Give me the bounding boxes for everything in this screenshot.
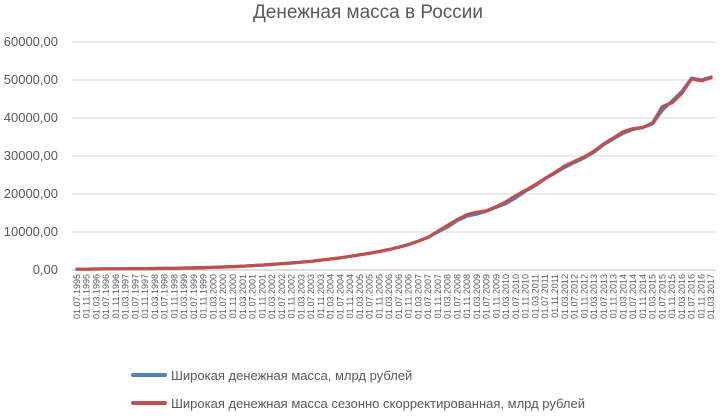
x-tick-label: 01.03.2005 bbox=[355, 274, 365, 319]
x-tick-label: 01.07.2010 bbox=[511, 274, 521, 319]
x-tick-label: 01.11.2011 bbox=[550, 274, 560, 318]
x-tick-label: 01.11.1998 bbox=[169, 274, 179, 318]
x-tick-label: 01.03.2006 bbox=[384, 274, 394, 319]
x-tick-label: 01.07.2004 bbox=[335, 274, 345, 319]
x-tick-label: 01.07.2000 bbox=[218, 274, 228, 319]
x-tick-label: 01.07.1999 bbox=[189, 274, 199, 319]
y-tick-label: 10000,00 bbox=[4, 224, 58, 239]
x-tick-label: 01.07.2002 bbox=[277, 274, 287, 319]
x-tick-label: 01.11.2014 bbox=[638, 274, 648, 318]
y-tick-label: 0,00 bbox=[33, 262, 58, 277]
x-tick-label: 01.11.2016 bbox=[696, 274, 706, 318]
x-tick-label: 01.03.2003 bbox=[296, 274, 306, 319]
series-lines bbox=[75, 75, 713, 271]
x-tick-label: 01.11.2009 bbox=[491, 274, 501, 318]
x-tick-label: 01.11.2001 bbox=[257, 274, 267, 318]
x-tick-label: 01.03.2014 bbox=[618, 274, 628, 319]
x-tick-label: 01.03.2015 bbox=[648, 274, 658, 319]
x-tick-label: 01.07.2003 bbox=[306, 274, 316, 319]
x-tick-label: 01.03.1998 bbox=[150, 274, 160, 319]
y-tick-label: 60000,00 bbox=[4, 34, 58, 49]
x-tick-label: 01.03.2002 bbox=[267, 274, 277, 319]
x-tick-label: 01.03.2013 bbox=[589, 274, 599, 319]
x-tick-label: 01.11.1997 bbox=[140, 274, 150, 318]
x-tick-label: 01.03.2011 bbox=[530, 274, 540, 318]
x-tick-label: 01.07.2012 bbox=[570, 274, 580, 319]
x-tick-label: 01.11.2006 bbox=[404, 274, 414, 318]
x-tick-label: 01.07.1997 bbox=[130, 274, 140, 319]
series-line-1 bbox=[75, 75, 713, 271]
x-tick-label: 01.03.2008 bbox=[443, 274, 453, 319]
x-tick-label: 01.07.1998 bbox=[160, 274, 170, 319]
x-tick-label: 01.03.2000 bbox=[208, 274, 218, 319]
x-tick-label: 01.03.2017 bbox=[706, 274, 716, 319]
legend: Широкая денежная масса, млрд рублей Широ… bbox=[131, 368, 585, 411]
x-tick-label: 01.07.2005 bbox=[365, 274, 375, 319]
x-tick-label: 01.07.2011 bbox=[540, 274, 550, 318]
x-tick-label: 01.11.2002 bbox=[287, 274, 297, 318]
x-tick-label: 01.11.1999 bbox=[199, 274, 209, 318]
x-tick-label: 01.07.2014 bbox=[628, 274, 638, 319]
x-tick-label: 01.11.1996 bbox=[111, 274, 121, 318]
legend-label-series-2: Широкая денежная масса сезонно скорректи… bbox=[171, 396, 585, 411]
x-tick-label: 01.11.2012 bbox=[579, 274, 589, 318]
x-tick-label: 01.11.2003 bbox=[316, 274, 326, 318]
y-tick-label: 50000,00 bbox=[4, 72, 58, 87]
x-tick-label: 01.07.2006 bbox=[394, 274, 404, 319]
x-tick-label: 01.03.2016 bbox=[677, 274, 687, 319]
x-tick-label: 01.11.2008 bbox=[462, 274, 472, 318]
x-tick-label: 01.11.1995 bbox=[82, 274, 92, 318]
x-tick-label: 01.07.2013 bbox=[599, 274, 609, 319]
x-tick-label: 01.03.2004 bbox=[326, 274, 336, 319]
x-tick-label: 01.03.2007 bbox=[413, 274, 423, 319]
legend-label-series-1: Широкая денежная масса, млрд рублей bbox=[171, 368, 412, 383]
y-axis-tick-labels: 0,00 10000,00 20000,00 30000,00 40000,00 5000… bbox=[4, 34, 58, 277]
x-tick-label: 01.07.1995 bbox=[72, 274, 82, 319]
x-tick-label: 01.03.2009 bbox=[472, 274, 482, 319]
x-tick-label: 01.07.2016 bbox=[687, 274, 697, 319]
x-tick-label: 01.11.2004 bbox=[345, 274, 355, 318]
x-tick-label: 01.03.2010 bbox=[501, 274, 511, 319]
x-tick-label: 01.03.2001 bbox=[238, 274, 248, 319]
gridlines bbox=[72, 41, 716, 271]
x-tick-label: 01.11.2010 bbox=[521, 274, 531, 318]
y-tick-label: 20000,00 bbox=[4, 186, 58, 201]
x-tick-label: 01.03.1996 bbox=[91, 274, 101, 319]
x-tick-label: 01.03.1999 bbox=[179, 274, 189, 319]
x-tick-label: 01.11.2005 bbox=[374, 274, 384, 318]
x-tick-label: 01.03.2012 bbox=[560, 274, 570, 319]
x-tick-label: 01.03.1997 bbox=[121, 274, 131, 319]
x-tick-label: 01.07.2007 bbox=[423, 274, 433, 319]
x-tick-label: 01.07.2009 bbox=[482, 274, 492, 319]
x-tick-label: 01.07.1996 bbox=[101, 274, 111, 319]
x-tick-label: 01.11.2013 bbox=[609, 274, 619, 318]
x-tick-label: 01.11.2000 bbox=[228, 274, 238, 318]
x-tick-label: 01.07.2015 bbox=[657, 274, 667, 319]
series-line-2 bbox=[75, 76, 713, 271]
y-tick-label: 30000,00 bbox=[4, 148, 58, 163]
x-tick-label: 01.11.2007 bbox=[433, 274, 443, 318]
chart-title: Денежная масса в России bbox=[253, 2, 483, 23]
x-tick-label: 01.07.2001 bbox=[248, 274, 258, 319]
x-tick-label: 01.11.2015 bbox=[667, 274, 677, 318]
x-axis: 01.07.1995 01.11.1995 01.03.1996 01.07.1996… bbox=[72, 269, 716, 319]
y-tick-label: 40000,00 bbox=[4, 110, 58, 125]
x-tick-label: 01.07.2008 bbox=[452, 274, 462, 319]
